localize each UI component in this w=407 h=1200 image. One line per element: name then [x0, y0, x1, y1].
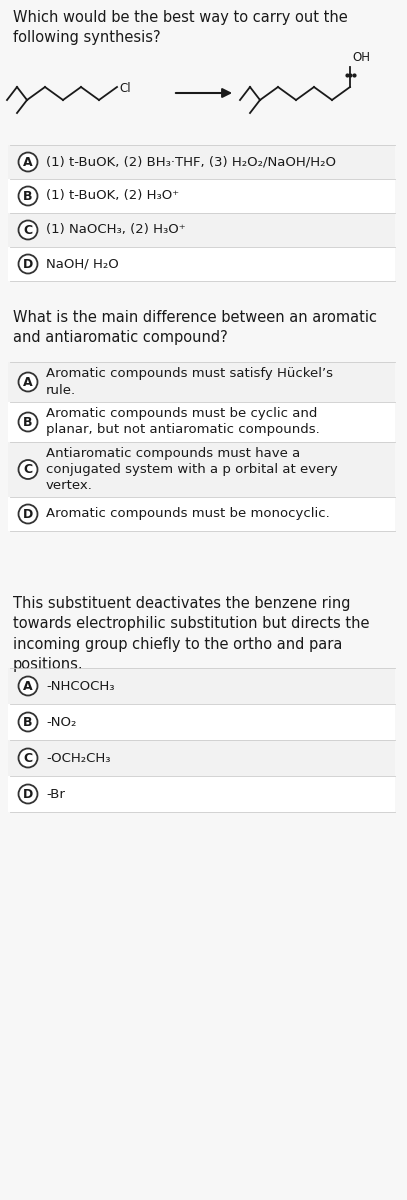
Text: Which would be the best way to carry out the
following synthesis?: Which would be the best way to carry out…: [13, 10, 348, 46]
Text: A: A: [23, 679, 33, 692]
Circle shape: [18, 221, 37, 240]
Text: Cl: Cl: [119, 82, 131, 95]
Text: -NHCOCH₃: -NHCOCH₃: [46, 679, 114, 692]
Text: (1) NaOCH₃, (2) H₃O⁺: (1) NaOCH₃, (2) H₃O⁺: [46, 223, 186, 236]
Text: -NO₂: -NO₂: [46, 715, 77, 728]
Bar: [8, 497, 395, 530]
Text: C: C: [24, 463, 33, 476]
Circle shape: [18, 254, 37, 274]
Text: B: B: [23, 415, 33, 428]
Text: A: A: [23, 156, 33, 168]
Circle shape: [18, 152, 37, 172]
Circle shape: [18, 413, 37, 432]
Bar: [8, 776, 395, 812]
Bar: [8, 362, 395, 402]
Text: D: D: [23, 258, 33, 270]
Bar: [8, 179, 395, 214]
Text: OH: OH: [352, 50, 370, 64]
Text: C: C: [24, 223, 33, 236]
Text: -OCH₂CH₃: -OCH₂CH₃: [46, 751, 110, 764]
Text: What is the main difference between an aromatic
and antiaromatic compound?: What is the main difference between an a…: [13, 310, 377, 346]
Text: A: A: [23, 376, 33, 389]
Circle shape: [18, 372, 37, 391]
Bar: [8, 442, 395, 497]
Text: NaOH/ H₂O: NaOH/ H₂O: [46, 258, 119, 270]
Text: (1) t-BuOK, (2) H₃O⁺: (1) t-BuOK, (2) H₃O⁺: [46, 190, 179, 203]
Bar: [8, 668, 395, 704]
Text: (1) t-BuOK, (2) BH₃·THF, (3) H₂O₂/NaOH/H₂O: (1) t-BuOK, (2) BH₃·THF, (3) H₂O₂/NaOH/H…: [46, 156, 336, 168]
Text: B: B: [23, 715, 33, 728]
Bar: [8, 247, 395, 281]
Bar: [8, 145, 395, 179]
Text: D: D: [23, 508, 33, 521]
Bar: [8, 740, 395, 776]
Text: This substituent deactivates the benzene ring
towards electrophilic substitution: This substituent deactivates the benzene…: [13, 596, 370, 672]
Circle shape: [18, 677, 37, 696]
Text: Aromatic compounds must satisfy Hückel’s
rule.: Aromatic compounds must satisfy Hückel’s…: [46, 367, 333, 396]
Text: C: C: [24, 751, 33, 764]
Circle shape: [18, 460, 37, 479]
Circle shape: [18, 785, 37, 804]
Bar: [8, 704, 395, 740]
Text: D: D: [23, 787, 33, 800]
Text: B: B: [23, 190, 33, 203]
Bar: [8, 214, 395, 247]
Text: Aromatic compounds must be monocyclic.: Aromatic compounds must be monocyclic.: [46, 508, 330, 521]
Circle shape: [18, 749, 37, 768]
Text: Antiaromatic compounds must have a
conjugated system with a p orbital at every
v: Antiaromatic compounds must have a conju…: [46, 446, 338, 492]
Circle shape: [18, 186, 37, 205]
Bar: [8, 402, 395, 442]
Circle shape: [18, 504, 37, 523]
Circle shape: [18, 713, 37, 732]
Text: Aromatic compounds must be cyclic and
planar, but not antiaromatic compounds.: Aromatic compounds must be cyclic and pl…: [46, 408, 320, 437]
Text: -Br: -Br: [46, 787, 65, 800]
